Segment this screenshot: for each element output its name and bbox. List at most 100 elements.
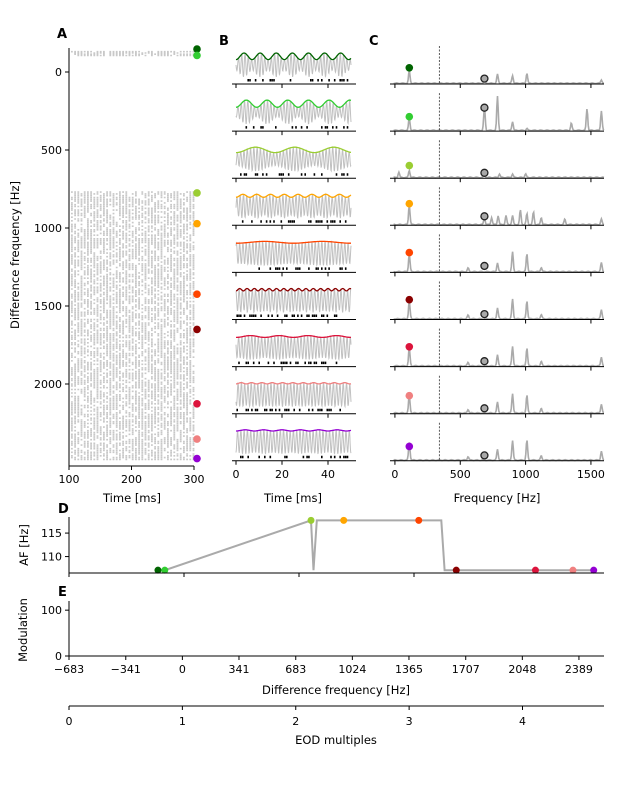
af-point xyxy=(161,566,169,574)
y-tick-label: 100 xyxy=(41,604,62,617)
y-tick-label: 2000 xyxy=(34,378,62,391)
panel-d-af: 110 115 xyxy=(41,516,604,577)
carrier-trace xyxy=(235,192,352,220)
eod-tick-label: 4 xyxy=(519,715,526,728)
spectrum-line xyxy=(393,251,605,273)
x-tick-label: −341 xyxy=(111,663,141,676)
af-point xyxy=(154,566,162,574)
af-point xyxy=(415,516,423,524)
x-tick-label: 1024 xyxy=(338,663,366,676)
condition-marker xyxy=(193,290,201,298)
envelope-trace xyxy=(236,382,352,385)
eod-tick-label: 2 xyxy=(292,715,299,728)
envelope-trace xyxy=(235,52,352,61)
spike-raster xyxy=(240,173,349,176)
panel-b-traces: 0 20 40 xyxy=(232,52,356,481)
peak-dot xyxy=(405,64,414,72)
condition-marker xyxy=(193,51,201,60)
eod-circle-marker xyxy=(480,103,489,112)
envelope-trace xyxy=(235,193,352,198)
spike-raster xyxy=(236,314,338,317)
y-tick-label: 0 xyxy=(55,650,62,663)
eod-tick-label: 3 xyxy=(406,715,413,728)
x-tick-label: 500 xyxy=(450,468,471,481)
panel-b-xlabel: Time [ms] xyxy=(263,491,322,505)
y-tick-label: 1000 xyxy=(34,222,62,235)
spike-raster xyxy=(238,361,338,365)
panel-label-c: C xyxy=(369,34,379,49)
y-tick-label: 500 xyxy=(41,144,62,157)
peak-dot xyxy=(405,343,414,351)
panel-label-a: A xyxy=(57,27,67,42)
panel-a-xlabel: Time [ms] xyxy=(102,491,161,505)
x-tick-label: 1000 xyxy=(512,468,540,481)
eod-multiples-xlabel: EOD multiples xyxy=(295,733,377,747)
x-tick-label: 1500 xyxy=(577,468,605,481)
x-tick-label: 20 xyxy=(275,468,289,481)
envelope-trace xyxy=(235,287,352,292)
spectrum-line xyxy=(393,393,605,415)
envelope-trace xyxy=(236,429,352,432)
panel-label-b: B xyxy=(219,34,229,49)
spectrum-line xyxy=(393,298,605,320)
condition-marker xyxy=(193,219,201,228)
carrier-trace xyxy=(235,334,352,362)
carrier-trace xyxy=(235,428,352,455)
af-point xyxy=(307,516,315,524)
eod-circle-marker xyxy=(480,309,489,319)
af-line xyxy=(158,519,594,572)
eod-circle-marker xyxy=(480,357,489,366)
x-tick-label: 0 xyxy=(391,468,398,481)
x-tick-label: 0 xyxy=(233,468,240,481)
af-point xyxy=(569,566,577,574)
x-tick-label: 1707 xyxy=(452,663,480,676)
panel-a-ylabel: Difference frequency [Hz] xyxy=(8,181,22,329)
spike-raster xyxy=(236,408,341,412)
eod-circle-marker xyxy=(480,168,489,177)
peak-dot xyxy=(405,295,414,304)
af-point xyxy=(340,516,348,524)
peak-dot xyxy=(405,199,414,208)
af-point xyxy=(590,566,598,574)
spike-raster xyxy=(240,455,349,459)
y-tick-label: 1500 xyxy=(34,300,62,313)
condition-marker xyxy=(193,435,201,443)
eod-circle-marker xyxy=(480,261,489,271)
x-tick-label: 300 xyxy=(184,473,205,486)
x-tick-label: 2048 xyxy=(508,663,536,676)
panel-label-e: E xyxy=(58,585,67,600)
y-tick-label: 115 xyxy=(41,527,62,540)
peak-dot xyxy=(405,112,414,121)
y-tick-label: 0 xyxy=(55,66,62,79)
condition-marker xyxy=(193,45,201,53)
carrier-trace xyxy=(235,52,352,78)
peak-dot xyxy=(405,161,414,170)
peak-dot xyxy=(405,391,414,400)
x-tick-label: 1365 xyxy=(395,663,423,676)
condition-marker xyxy=(193,400,201,408)
envelope-trace xyxy=(236,240,351,244)
condition-marker xyxy=(193,454,201,463)
peak-dot xyxy=(405,442,414,451)
panel-c-spectra: 0 500 1000 1500 xyxy=(390,46,605,481)
peak-dot xyxy=(405,248,414,257)
spectrum-line xyxy=(393,440,605,462)
carrier-trace xyxy=(235,98,352,126)
spike-raster xyxy=(245,126,349,129)
spike-raster xyxy=(258,267,347,270)
x-tick-label: 683 xyxy=(285,663,306,676)
carrier-trace xyxy=(235,145,352,173)
x-tick-label: 0 xyxy=(179,663,186,676)
x-tick-label: 100 xyxy=(59,473,80,486)
condition-marker xyxy=(193,189,201,197)
condition-marker xyxy=(193,325,201,334)
panel-e-xlabel: Difference frequency [Hz] xyxy=(262,683,410,697)
panel-e-ylabel: Modulation xyxy=(16,598,30,662)
y-tick-label: 110 xyxy=(41,551,62,564)
eod-circle-marker xyxy=(480,212,489,221)
x-tick-label: 40 xyxy=(321,468,335,481)
panel-c-xlabel: Frequency [Hz] xyxy=(454,491,541,505)
spectrum-line xyxy=(393,346,605,368)
eod-circle-marker xyxy=(480,74,489,83)
